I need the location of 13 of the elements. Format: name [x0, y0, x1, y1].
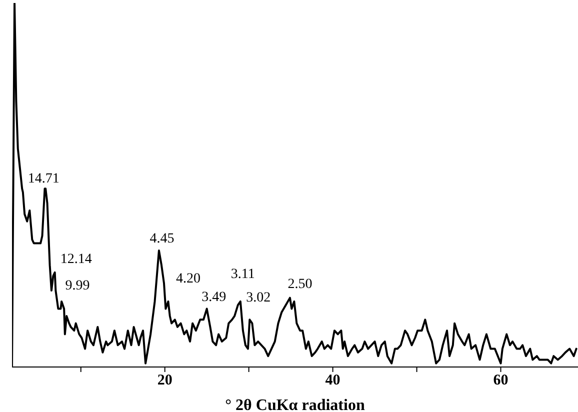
annotation: 3.11: [230, 267, 255, 282]
annotation: 2.50: [288, 276, 312, 292]
x-tick-label: 60: [493, 372, 508, 389]
annotation: 4.45: [150, 232, 174, 247]
x-axis-title: ° 2θ CuKα radiation: [225, 397, 365, 412]
annotation: 4.20: [176, 271, 200, 286]
annotation: 9.99: [65, 278, 90, 294]
x-tick-label: 20: [157, 372, 172, 389]
annotation: 12.14: [60, 252, 92, 267]
x-tick-label: 40: [325, 372, 340, 389]
annotation: 3.49: [202, 290, 226, 305]
annotation: 14.71: [28, 172, 60, 187]
annotation: 3.02: [246, 290, 271, 306]
